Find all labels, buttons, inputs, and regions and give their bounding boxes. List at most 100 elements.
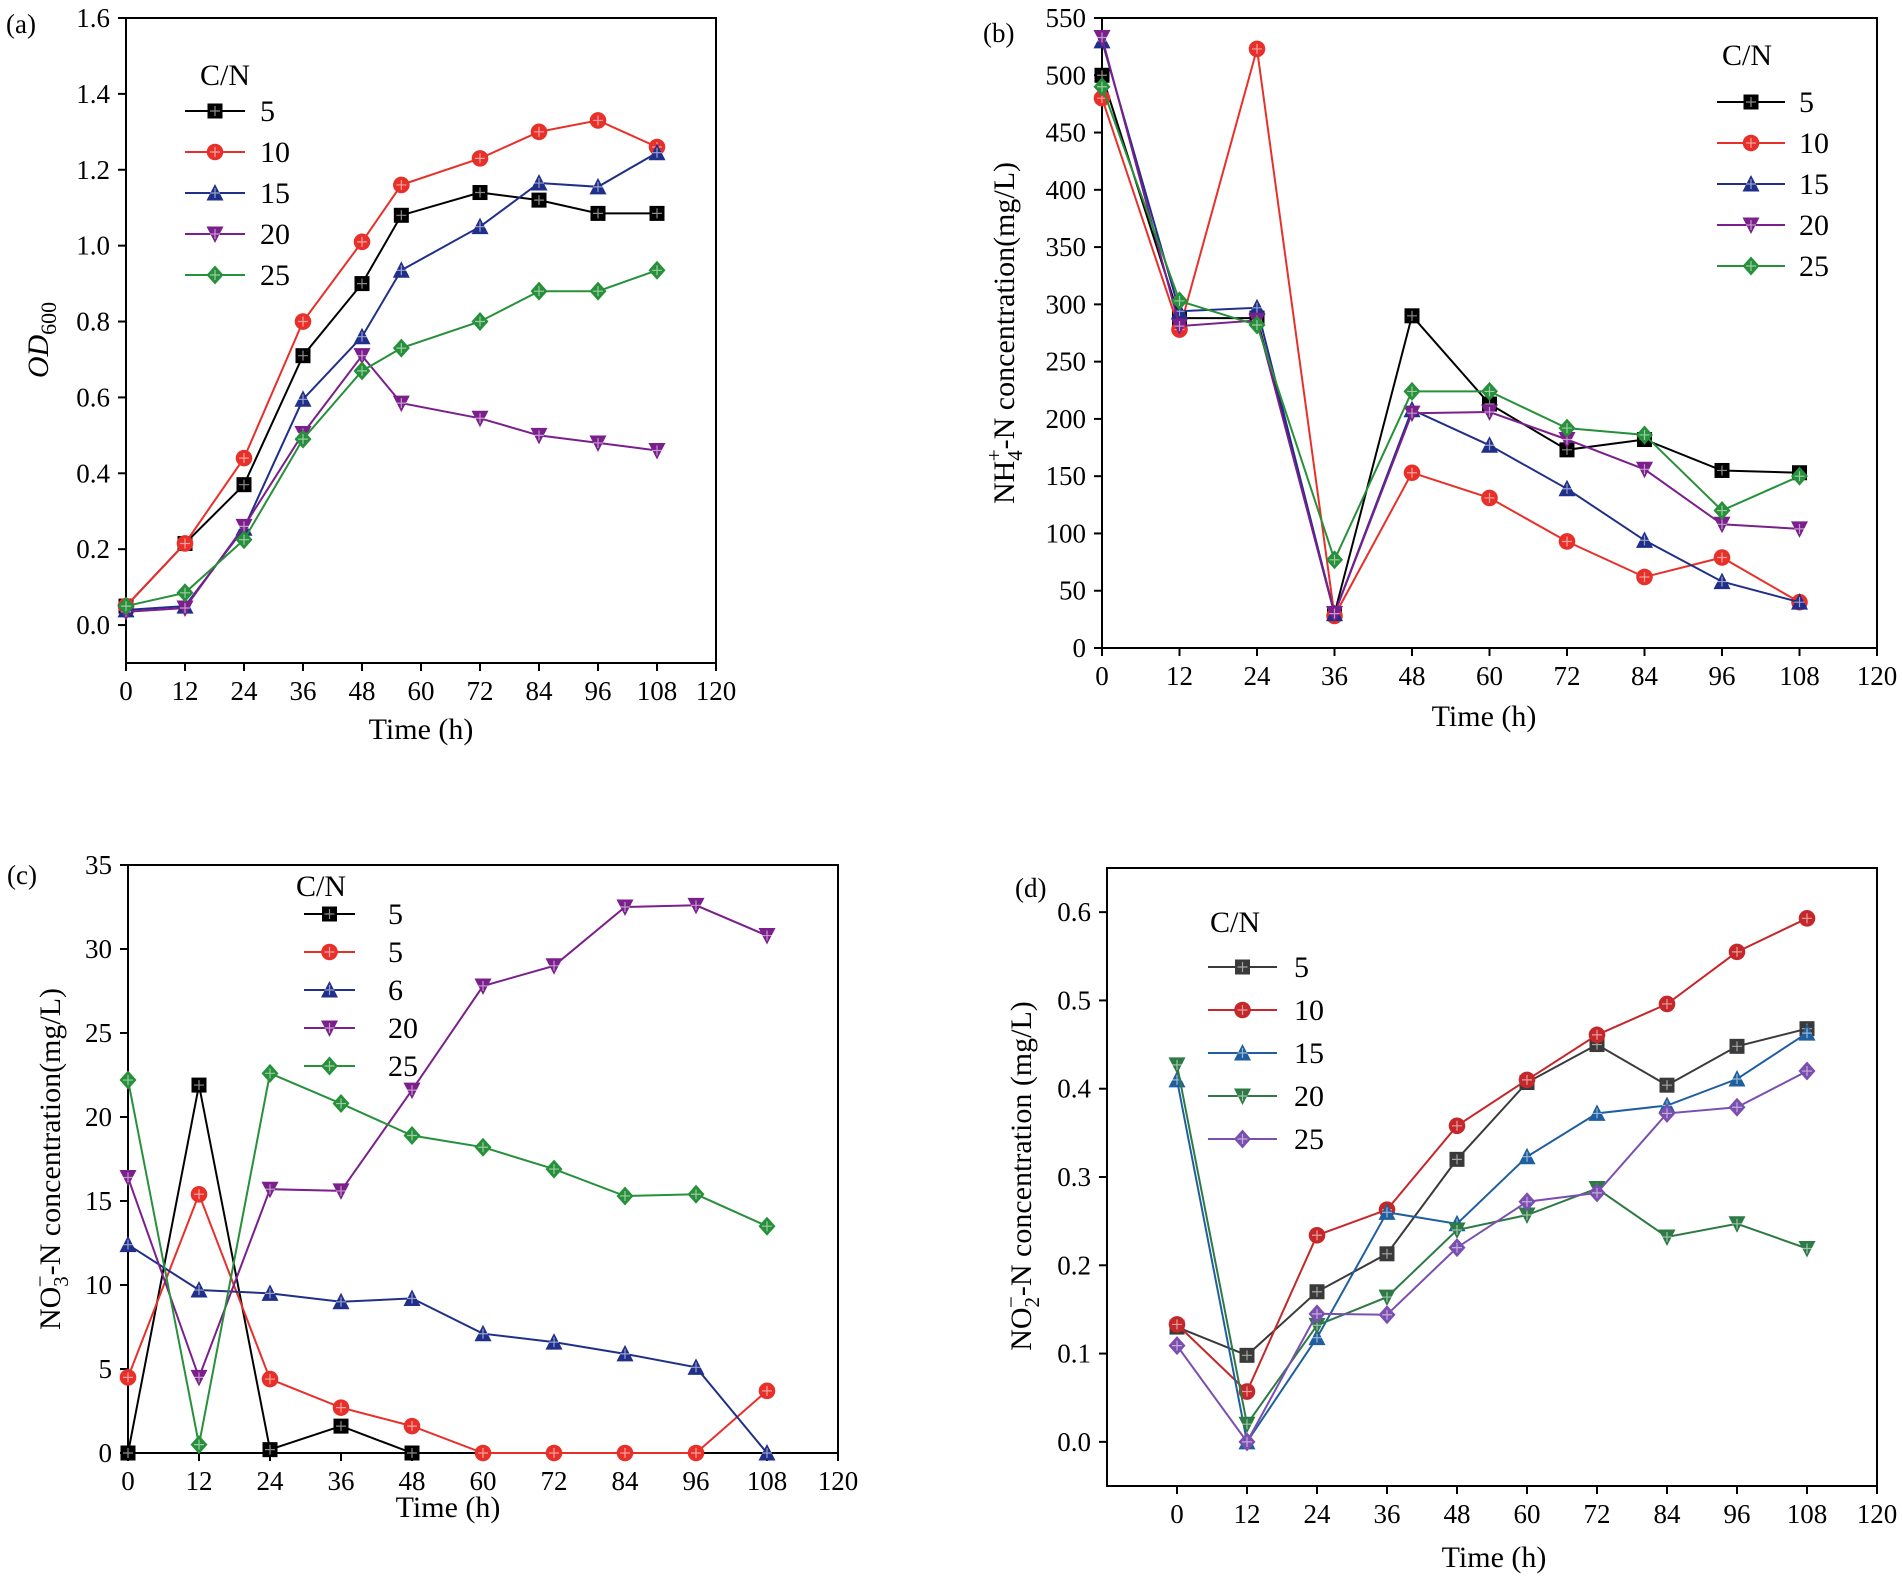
series-line bbox=[125, 191, 657, 607]
data-point-errbar bbox=[121, 601, 131, 612]
legend-item: 5 bbox=[304, 898, 403, 931]
data-point-errbar bbox=[549, 1337, 559, 1348]
data-point-errbar bbox=[1732, 1074, 1742, 1084]
y-axis-title: NH4+-N concentration(mg/L) bbox=[982, 162, 1027, 504]
series-line bbox=[1176, 1027, 1808, 1357]
data-point-errbar bbox=[1174, 295, 1185, 306]
series-line bbox=[1176, 1032, 1808, 1445]
series-25-diamond bbox=[119, 1063, 776, 1455]
data-point-errbar bbox=[194, 1372, 204, 1383]
data-point-errbar bbox=[123, 1239, 133, 1250]
data-point-errbar bbox=[1097, 32, 1107, 43]
data-point-errbar bbox=[475, 153, 485, 164]
data-point-errbar bbox=[593, 286, 603, 297]
data-point-errbar bbox=[180, 587, 190, 598]
data-point-errbar bbox=[478, 980, 488, 991]
data-point-errbar bbox=[593, 437, 603, 448]
y-tick-label: 1.2 bbox=[76, 155, 110, 185]
data-point-errbar bbox=[298, 316, 308, 327]
data-point-errbar bbox=[1484, 440, 1495, 451]
legend-marker-errbar bbox=[324, 909, 335, 919]
legend-item: 25 bbox=[1717, 250, 1829, 283]
data-point-errbar bbox=[1312, 1230, 1322, 1241]
legend-item: 20 bbox=[1208, 1080, 1324, 1113]
legend-label: 10 bbox=[1799, 127, 1829, 160]
data-point-errbar bbox=[475, 221, 485, 232]
data-point-errbar bbox=[1252, 43, 1262, 54]
y-tick-label: 1.4 bbox=[76, 79, 110, 109]
data-point-errbar bbox=[1522, 1074, 1532, 1085]
x-tick-label: 72 bbox=[467, 676, 494, 706]
legend-label: 25 bbox=[1799, 250, 1829, 283]
y-tick-label: 400 bbox=[1046, 175, 1087, 205]
legend-item: 20 bbox=[304, 1012, 418, 1045]
data-point-errbar bbox=[1382, 1248, 1392, 1259]
legend-marker-errbar bbox=[1746, 97, 1756, 107]
data-point-errbar bbox=[478, 1448, 488, 1458]
y-tick-label: 300 bbox=[1046, 289, 1087, 319]
legend-item: 25 bbox=[1208, 1123, 1324, 1156]
legend-label: 15 bbox=[1799, 168, 1829, 201]
legend: C/N 5 10 15 20 25 bbox=[1208, 906, 1324, 1156]
x-tick-label: 72 bbox=[1584, 1499, 1611, 1529]
x-tick-label: 84 bbox=[612, 1466, 640, 1496]
data-point-errbar bbox=[1174, 321, 1185, 332]
legend-item: 25 bbox=[304, 1050, 418, 1083]
legend-title: C/N bbox=[1210, 906, 1260, 939]
legend-marker-errbar bbox=[1746, 138, 1756, 148]
legend-marker-errbar bbox=[1237, 1048, 1248, 1058]
y-tick-label: 0.8 bbox=[76, 307, 110, 337]
data-point-errbar bbox=[357, 365, 367, 376]
data-point-errbar bbox=[1312, 1286, 1322, 1297]
y-axis-title: NO3−-N concentration(mg/L) bbox=[28, 988, 73, 1330]
series-line bbox=[1101, 86, 1800, 563]
x-tick-label: 48 bbox=[399, 1466, 426, 1496]
legend-label: 20 bbox=[1799, 209, 1829, 242]
x-tick-label: 0 bbox=[1170, 1499, 1184, 1529]
data-point-errbar bbox=[407, 1421, 417, 1432]
legend-item: 15 bbox=[185, 177, 290, 210]
y-axis-title-ylabel_sup: − bbox=[999, 1296, 1023, 1308]
legend-label: 10 bbox=[260, 136, 290, 169]
data-point-errbar bbox=[123, 1075, 133, 1086]
series-line bbox=[1176, 1064, 1808, 1427]
legend-marker-errbar bbox=[1237, 1091, 1248, 1101]
series-line bbox=[1176, 1070, 1808, 1444]
chart-panel-d: (d) 0 12 24 36 48 60 72 84 96 108 120 0.0 0.1 0.2 0.3 0.… bbox=[999, 867, 1898, 1574]
series-line bbox=[127, 1071, 768, 1445]
legend-marker-errbar bbox=[324, 1061, 335, 1071]
y-tick-label: 0.6 bbox=[76, 382, 110, 412]
data-point-errbar bbox=[475, 316, 485, 327]
x-tick-label: 96 bbox=[1709, 661, 1736, 691]
y-tick-label: 0 bbox=[99, 1438, 113, 1468]
data-point-errbar bbox=[1407, 310, 1417, 321]
legend-label: 5 bbox=[260, 95, 275, 128]
x-tick-label: 120 bbox=[1857, 1499, 1898, 1529]
data-point-errbar bbox=[1802, 1243, 1812, 1254]
data-point-errbar bbox=[1484, 407, 1495, 418]
x-tick-label: 24 bbox=[1304, 1499, 1332, 1529]
legend-item: 10 bbox=[185, 136, 290, 169]
data-point-errbar bbox=[1242, 1350, 1252, 1361]
data-point-errbar bbox=[652, 445, 662, 456]
data-point-errbar bbox=[357, 331, 367, 342]
data-point-errbar bbox=[1407, 467, 1417, 478]
x-axis-title: Time (h) bbox=[396, 1491, 501, 1524]
data-point-errbar bbox=[1662, 1080, 1672, 1091]
data-point-errbar bbox=[123, 1172, 133, 1183]
x-tick-label: 36 bbox=[1374, 1499, 1401, 1529]
series-6-triangle-up bbox=[119, 1235, 776, 1461]
y-tick-label: 20 bbox=[85, 1102, 112, 1132]
y-axis-title-ylabel_sub: 600 bbox=[36, 302, 61, 335]
data-point-errbar bbox=[123, 1448, 133, 1458]
data-point-errbar bbox=[691, 900, 701, 911]
data-point-errbar bbox=[1522, 1151, 1532, 1162]
data-point-errbar bbox=[1452, 1242, 1462, 1253]
y-tick-label: 0.0 bbox=[1057, 1427, 1091, 1457]
plot-frame bbox=[1101, 17, 1878, 649]
legend-item: 5 bbox=[185, 95, 275, 128]
series-line bbox=[125, 119, 658, 607]
data-point-errbar bbox=[1802, 913, 1812, 924]
data-point-errbar bbox=[1252, 319, 1262, 330]
data-point-errbar bbox=[180, 602, 190, 613]
